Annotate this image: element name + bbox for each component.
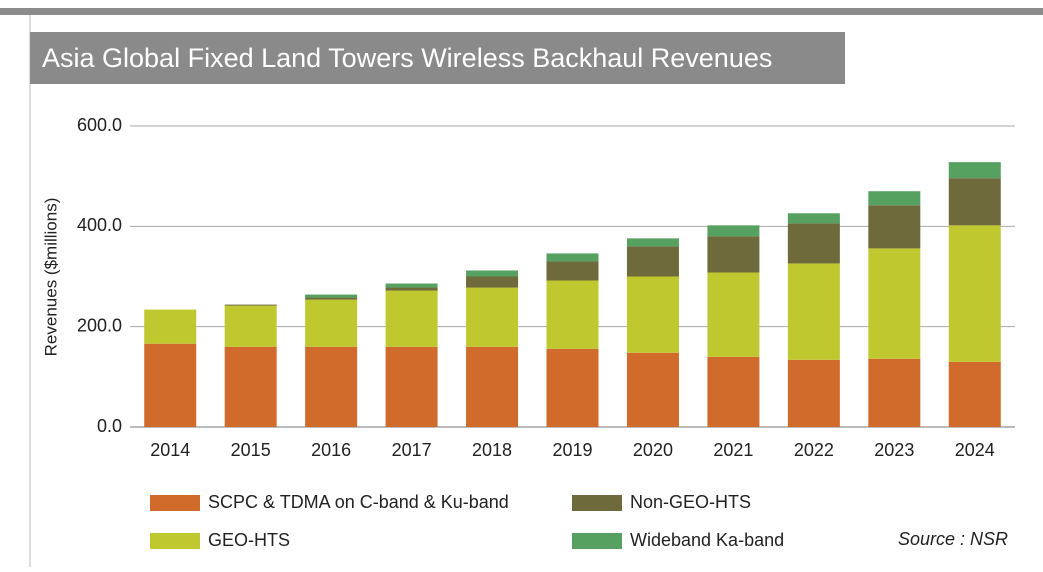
legend-label: GEO-HTS <box>208 530 290 550</box>
legend-label: Non-GEO-HTS <box>630 492 751 512</box>
title-box <box>30 32 845 84</box>
y-tick-label: 600.0 <box>77 115 122 135</box>
x-tick-label: 2023 <box>874 440 914 460</box>
top-rule <box>0 8 1043 15</box>
x-tick-label: 2015 <box>231 440 271 460</box>
bar-segment <box>868 191 921 206</box>
x-tick-label: 2019 <box>552 440 592 460</box>
bar-segment <box>787 223 840 264</box>
bar-segment <box>948 178 1001 226</box>
bar-segment <box>385 287 438 291</box>
bar-segment <box>707 225 760 237</box>
bar-segment <box>305 294 358 298</box>
legend-swatch <box>572 533 622 549</box>
bar-segment <box>546 348 599 427</box>
y-tick-label: 0.0 <box>97 416 122 436</box>
bar-segment <box>787 213 840 224</box>
bar-segment <box>626 352 679 427</box>
bar-segment <box>144 309 197 344</box>
bar-segment <box>707 236 760 273</box>
bar-segment <box>948 225 1001 362</box>
bar-segment <box>224 305 277 347</box>
x-tick-label: 2017 <box>392 440 432 460</box>
x-tick-label: 2018 <box>472 440 512 460</box>
bar-segment <box>546 261 599 281</box>
legend-label: Wideband Ka-band <box>630 530 784 550</box>
bar-segment <box>305 299 358 347</box>
bar-segment <box>385 346 438 427</box>
x-tick-label: 2014 <box>150 440 190 460</box>
y-tick-label: 200.0 <box>77 315 122 335</box>
chart-title: Asia Global Fixed Land Towers Wireless B… <box>42 43 772 73</box>
bar-segment <box>466 287 519 347</box>
bar-segment <box>787 263 840 360</box>
bar-segment <box>385 283 438 288</box>
bar-segment <box>868 358 921 427</box>
source: Source : NSR <box>898 529 1008 549</box>
bar-segment <box>626 246 679 277</box>
bar-segment <box>305 297 358 300</box>
y-tick-label: 400.0 <box>77 215 122 235</box>
legend-swatch <box>150 533 200 549</box>
bar-segment <box>305 346 358 427</box>
bar-segment <box>466 276 519 288</box>
bar-segment <box>707 272 760 357</box>
x-tick-label: 2016 <box>311 440 351 460</box>
bar-segment <box>626 238 679 247</box>
y-axis-label: Revenues ($millions) <box>41 198 60 357</box>
bar-segment <box>224 304 277 306</box>
x-tick-label: 2024 <box>955 440 995 460</box>
bar-segment <box>546 253 599 262</box>
bar-segment <box>948 162 1001 179</box>
x-tick-label: 2021 <box>713 440 753 460</box>
bar-segment <box>868 205 921 249</box>
x-tick-label: 2020 <box>633 440 673 460</box>
bar-segment <box>868 248 921 359</box>
bar-segment <box>466 270 519 277</box>
bar-segment <box>707 356 760 427</box>
legend-swatch <box>150 495 200 511</box>
bar-segment <box>385 290 438 347</box>
bar-segment <box>144 343 197 427</box>
legend-label: SCPC & TDMA on C-band & Ku-band <box>208 492 509 512</box>
bar-segment <box>546 280 599 349</box>
bar-segment <box>224 346 277 427</box>
legend-swatch <box>572 495 622 511</box>
bar-segment <box>626 276 679 353</box>
x-tick-label: 2022 <box>794 440 834 460</box>
bar-segment <box>948 361 1001 427</box>
bar-segment <box>787 359 840 427</box>
bar-segment <box>466 346 519 427</box>
